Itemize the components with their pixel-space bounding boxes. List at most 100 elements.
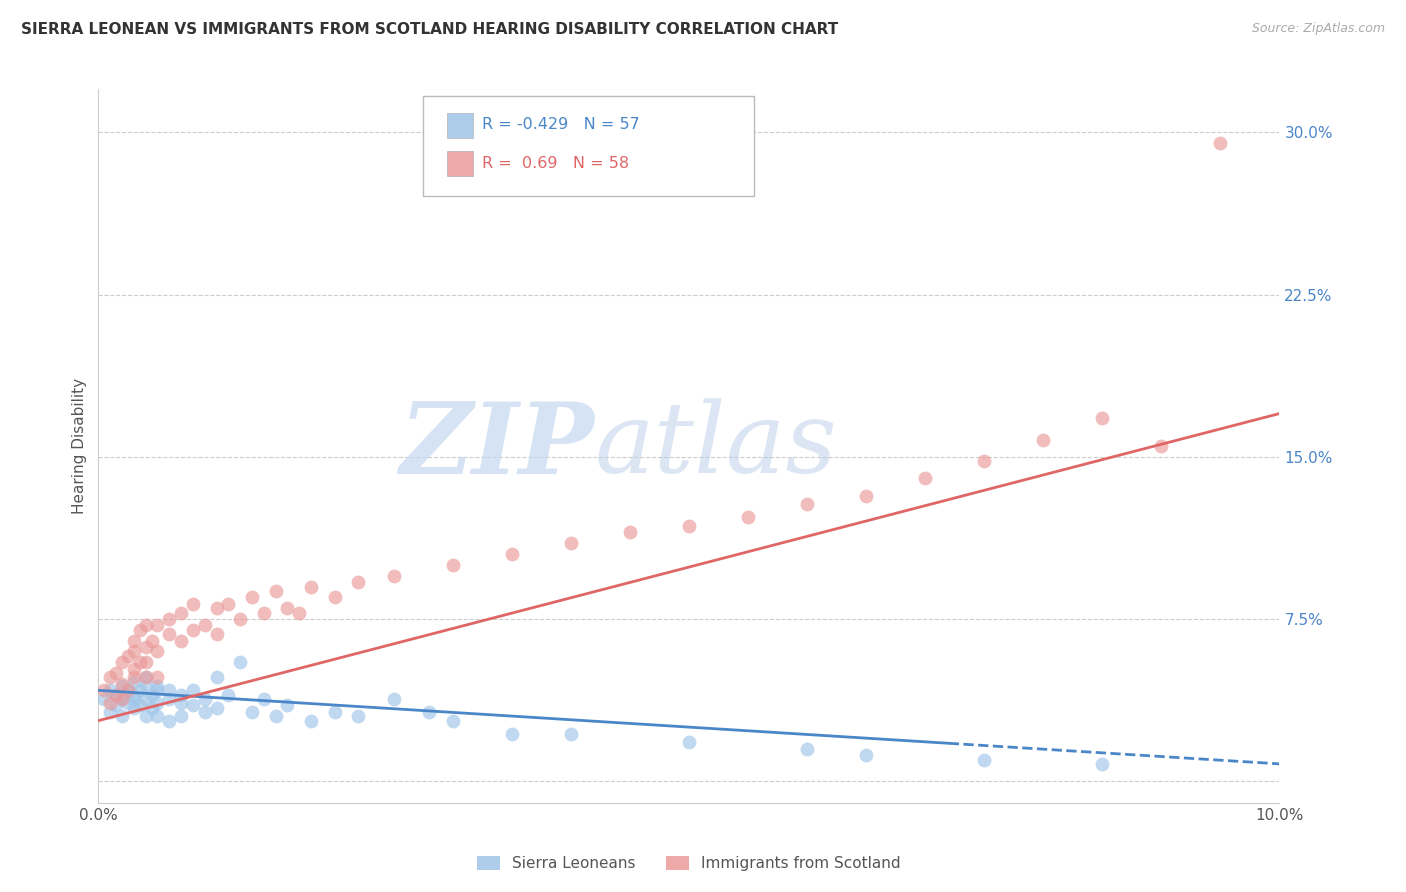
Point [135,670,157,684]
Point [122,662,145,676]
Point [117,648,139,663]
Point [264,583,287,598]
Point [299,580,322,594]
Point [105,666,128,681]
Point [135,618,157,632]
Point [205,670,228,684]
Point [105,688,128,702]
Point [181,698,204,713]
Point [441,714,464,728]
Point [98,670,121,684]
Point [205,627,228,641]
Point [105,688,128,702]
Point [122,633,145,648]
Point [1091,756,1114,771]
Point [382,568,405,582]
Point [501,726,523,740]
Point [128,623,150,637]
Point [111,692,134,706]
Point [117,683,139,698]
Point [157,612,180,626]
Point [181,623,204,637]
FancyBboxPatch shape [447,152,472,177]
Point [1150,439,1173,453]
Point [1091,410,1114,425]
Point [501,547,523,561]
Point [122,670,145,684]
Point [194,692,217,706]
Point [382,692,405,706]
Point [253,606,276,620]
Point [240,705,263,719]
Point [170,696,193,710]
Point [122,700,145,714]
Point [146,679,169,693]
Point [323,591,346,605]
Point [170,633,193,648]
Point [146,618,169,632]
Point [135,709,157,723]
Point [441,558,464,572]
Point [973,454,995,468]
Point [229,655,252,669]
Point [855,748,877,763]
Point [619,525,641,540]
Text: ZIP: ZIP [399,398,595,494]
Point [1209,136,1232,151]
Point [181,597,204,611]
Text: atlas: atlas [595,399,837,493]
Point [170,709,193,723]
Point [737,510,759,524]
Point [128,698,150,713]
Point [111,709,134,723]
Point [135,679,157,693]
Point [93,692,115,706]
Point [105,698,128,713]
Point [181,683,204,698]
Point [146,683,169,698]
Point [205,700,228,714]
Point [111,679,134,693]
Point [98,705,121,719]
Point [128,655,150,669]
Point [141,700,163,714]
Point [141,688,163,702]
Point [217,688,239,702]
Point [122,674,145,689]
Point [347,709,370,723]
Point [117,696,139,710]
Point [253,692,276,706]
Point [418,705,440,719]
Point [264,709,287,723]
Point [122,688,145,702]
Point [111,692,134,706]
Point [323,705,346,719]
Point [128,683,150,698]
Point [141,633,163,648]
Text: R =  0.69   N = 58: R = 0.69 N = 58 [482,156,630,171]
Point [146,696,169,710]
Point [93,683,115,698]
Point [157,692,180,706]
Point [240,591,263,605]
Y-axis label: Hearing Disability: Hearing Disability [72,378,87,514]
Point [229,612,252,626]
Point [796,497,818,511]
Text: Source: ZipAtlas.com: Source: ZipAtlas.com [1251,22,1385,36]
Point [157,714,180,728]
Point [111,677,134,691]
Point [678,519,700,533]
Point [299,714,322,728]
Point [146,670,169,684]
Point [122,692,145,706]
Legend: Sierra Leoneans, Immigrants from Scotland: Sierra Leoneans, Immigrants from Scotlan… [471,850,907,877]
Point [170,606,193,620]
Point [146,709,169,723]
Point [111,655,134,669]
Point [117,683,139,698]
Point [205,601,228,615]
Point [98,683,121,698]
Text: R = -0.429   N = 57: R = -0.429 N = 57 [482,118,640,132]
Point [135,655,157,669]
Point [276,698,298,713]
